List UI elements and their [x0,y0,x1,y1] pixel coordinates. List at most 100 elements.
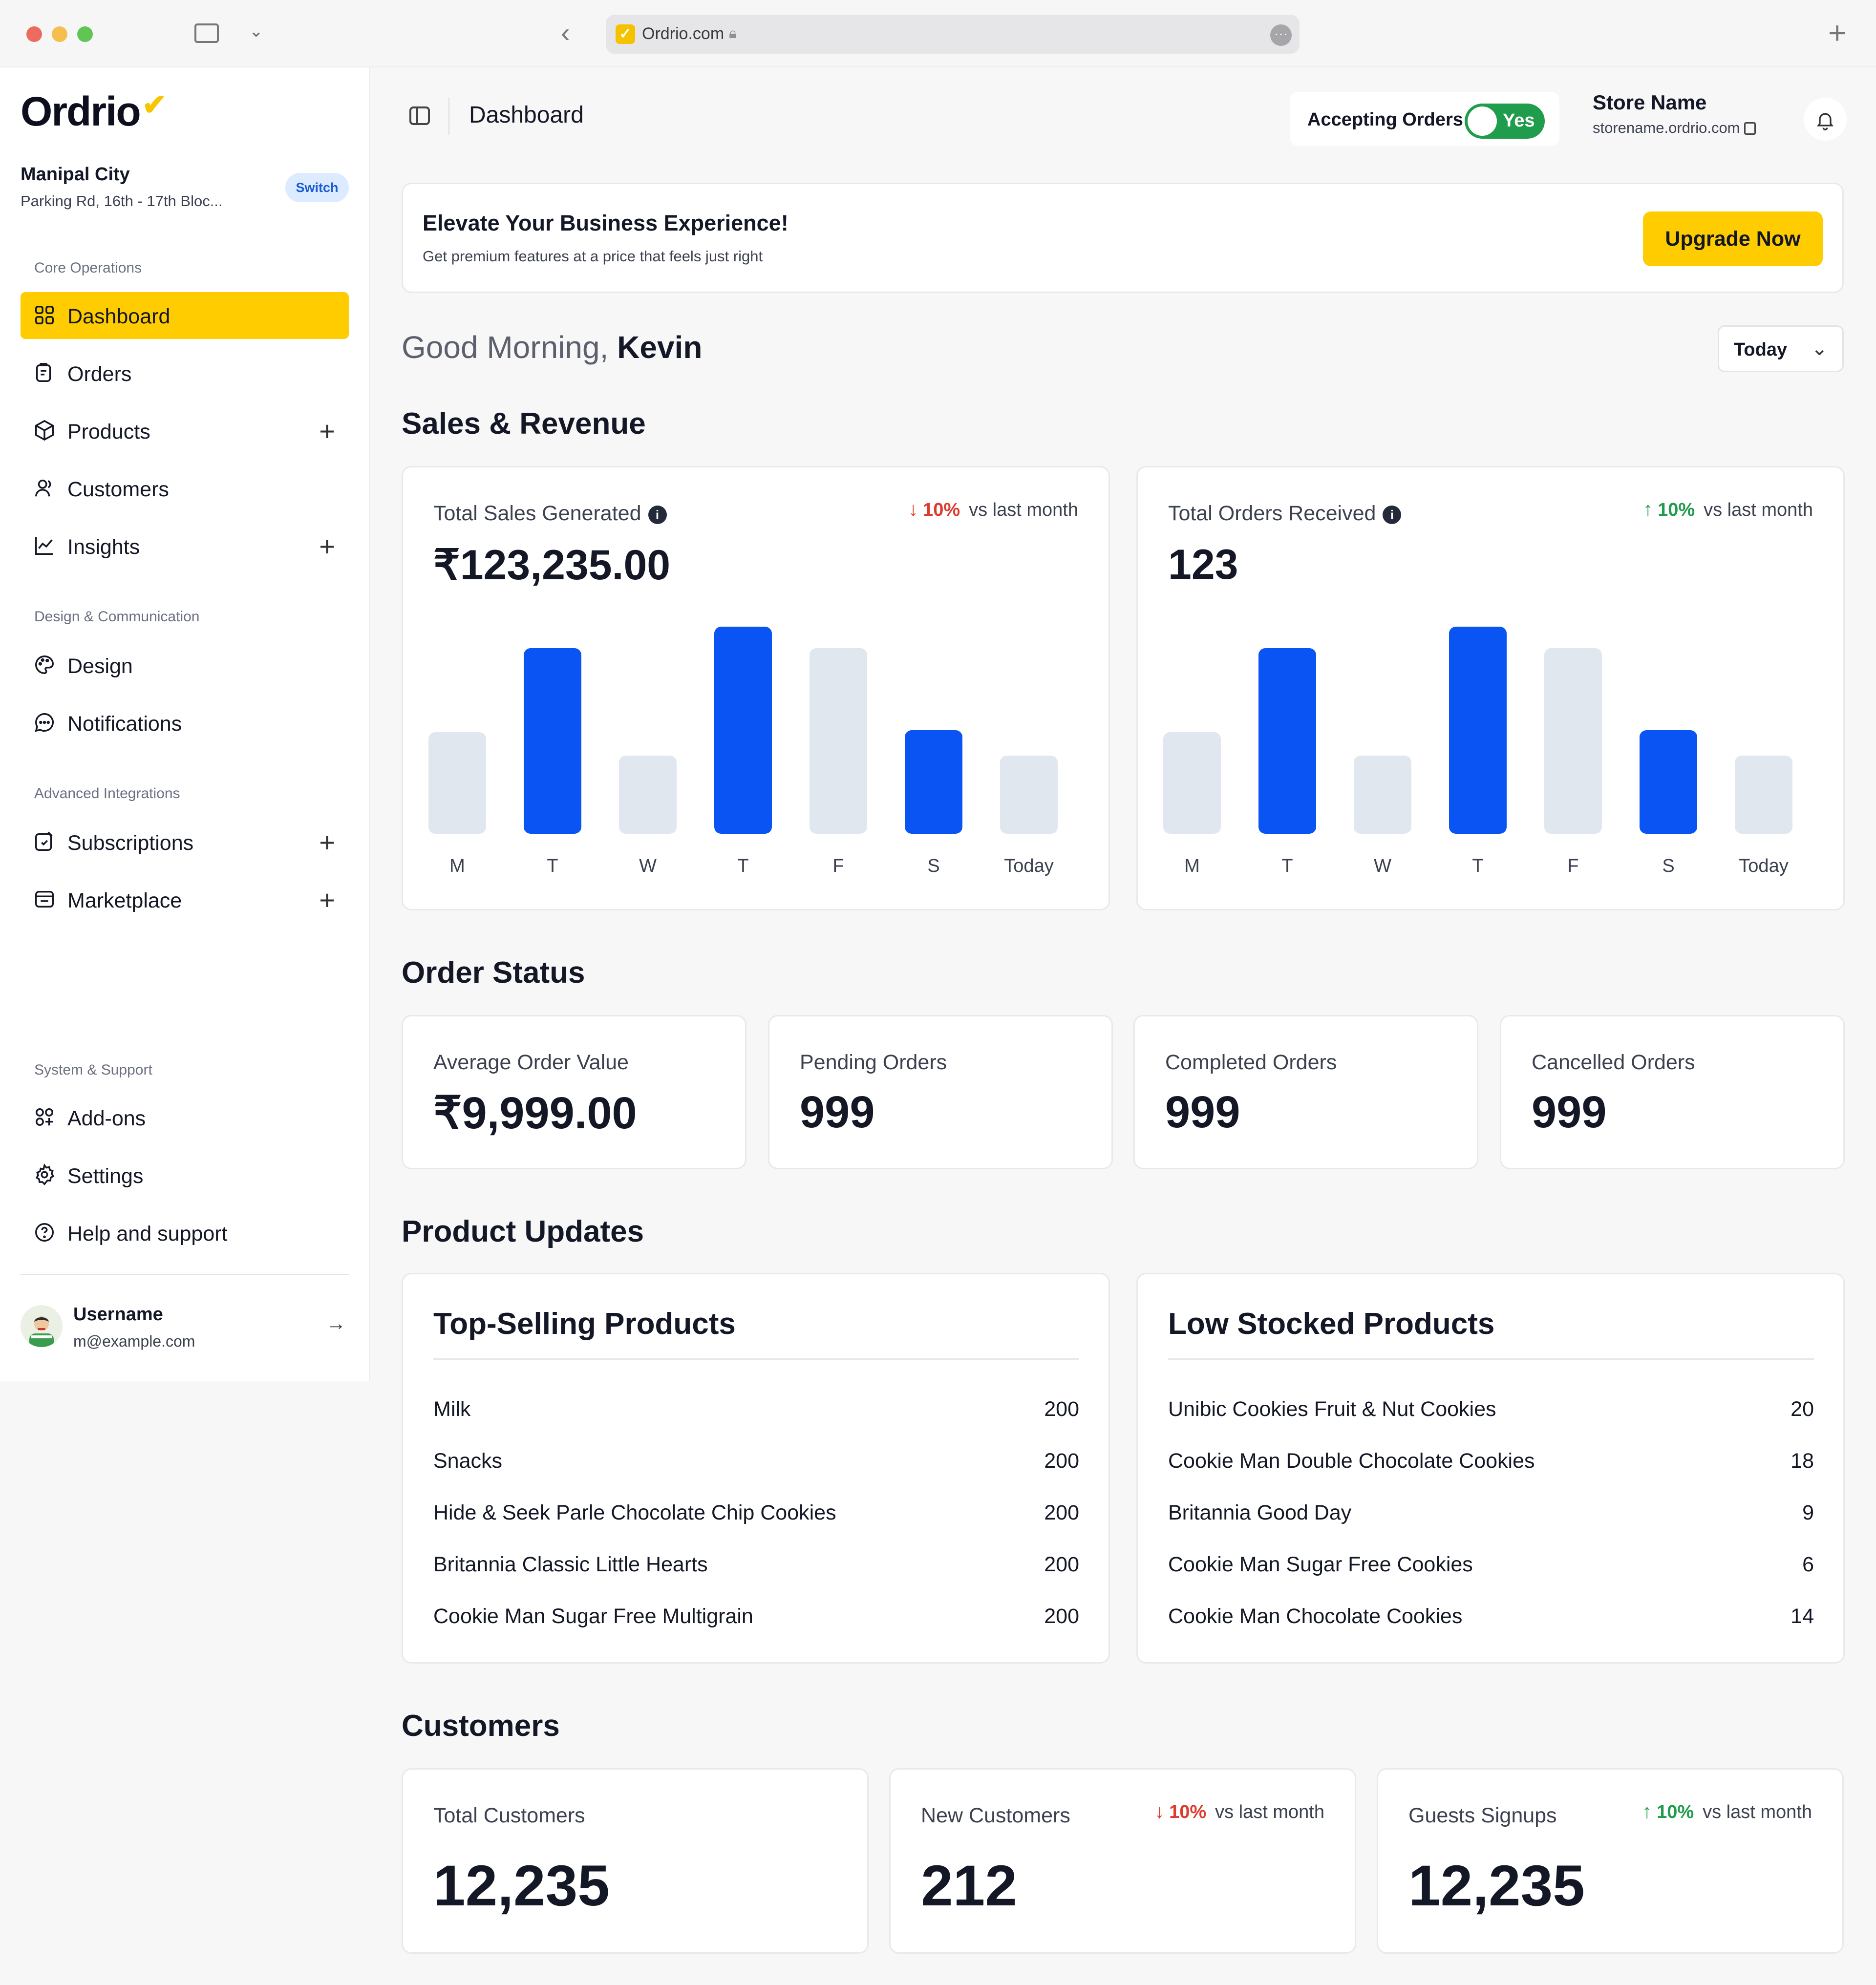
list-item[interactable]: Cookie Man Double Chocolate Cookies 18 [1168,1449,1814,1478]
metric-label-text: Total Orders Received [1168,502,1376,525]
chart-bar-6[interactable] [1735,756,1792,834]
expand-plus-icon[interactable]: + [319,885,335,915]
sidebar-item-label: Dashboard [67,305,171,328]
sidebar-item-marketplace[interactable]: Marketplace + [21,876,349,923]
list-title: Low Stocked Products [1168,1307,1495,1341]
chart-bar-0[interactable] [428,732,486,834]
username: Username [73,1304,163,1325]
page-title: Dashboard [469,102,584,128]
location-name: Manipal City [21,164,130,185]
list-item[interactable]: Milk 200 [433,1397,1079,1427]
copy-icon[interactable] [1744,122,1756,135]
subscription-icon [35,831,53,851]
sidebar-item-design[interactable]: Design [21,642,349,689]
chevron-down-icon[interactable]: ⌄ [249,22,263,41]
section-title-product-updates: Product Updates [402,1215,644,1248]
date-range-select[interactable]: Today ⌄ [1718,325,1844,372]
trend-pct: 10% [1657,1802,1694,1822]
chart-bar-3[interactable] [714,627,772,834]
upgrade-now-button[interactable]: Upgrade Now [1643,211,1823,266]
info-icon[interactable]: i [648,506,667,524]
close-window-button[interactable] [26,26,42,42]
minimize-window-button[interactable] [52,26,67,42]
chart-bar-5[interactable] [1640,730,1697,834]
chart-bar-2[interactable] [1354,756,1411,834]
avatar[interactable] [21,1305,63,1347]
sidebar-item-help[interactable]: Help and support [21,1209,349,1256]
chart-bar-3[interactable] [1449,627,1507,834]
low-stocked-products-card: Low Stocked Products Unibic Cookies Frui… [1136,1273,1845,1664]
sidebar-item-label: Subscriptions [67,831,194,855]
sidebar-item-add-ons[interactable]: Add-ons [21,1094,349,1141]
sidebar-item-customers[interactable]: Customers [21,465,349,512]
sidebar [0,67,370,1381]
ordrio-logo[interactable]: Ordrio✔ [21,88,167,135]
sidebar-item-subscriptions[interactable]: Subscriptions + [21,819,349,866]
accepting-orders-toggle[interactable]: Yes [1465,104,1545,139]
sidebar-item-dashboard[interactable]: Dashboard [21,292,349,339]
chart-bar-5[interactable] [905,730,962,834]
chart-bar-4[interactable] [810,648,867,834]
address-bar[interactable]: ✓ Ordrio.com 🔒︎ ··· [606,15,1300,54]
sidebar-item-label: Marketplace [67,889,182,912]
greeting-name: Kevin [617,330,703,365]
list-item[interactable]: Snacks 200 [433,1449,1079,1478]
chart-bar-1[interactable] [1258,648,1316,834]
orders-bar-chart: M T W T F S Today [1163,627,1792,876]
metric-value: ₹9,999.00 [433,1088,637,1138]
url-text: Ordrio.com [642,24,725,43]
sidebar-item-settings[interactable]: Settings [21,1152,349,1199]
product-name: Britannia Good Day [1168,1501,1352,1524]
x-tick-label: W [639,856,657,876]
list-item[interactable]: Cookie Man Sugar Free Cookies 6 [1168,1553,1814,1582]
back-arrow-icon[interactable]: ‹ [561,17,570,48]
collapse-sidebar-icon[interactable] [409,106,430,125]
metric-value: 999 [800,1087,875,1137]
chart-bar-6[interactable] [1000,756,1058,834]
store-url[interactable]: storename.ordrio.com [1593,119,1756,137]
sidebar-item-label: Settings [67,1164,144,1188]
x-tick-label: W [1374,856,1391,876]
accepting-orders-label: Accepting Orders [1307,109,1463,130]
sidebar-item-products[interactable]: Products + [21,407,349,454]
store-url-text: storename.ordrio.com [1593,119,1740,136]
list-item[interactable]: Cookie Man Chocolate Cookies 14 [1168,1605,1814,1634]
x-tick-label: F [1567,856,1578,876]
chart-bar-1[interactable] [524,648,581,834]
product-name: Britannia Classic Little Hearts [433,1553,708,1576]
chart-bar-2[interactable] [619,756,677,834]
sidebar-item-insights[interactable]: Insights + [21,523,349,570]
user-email: m@example.com [73,1332,195,1350]
more-icon[interactable]: ··· [1270,24,1292,46]
new-tab-icon[interactable]: + [1828,15,1847,50]
sidebar-item-orders[interactable]: Orders [21,350,349,397]
list-item[interactable]: Hide & Seek Parle Chocolate Chip Cookies… [433,1501,1079,1530]
switch-location-button[interactable]: Switch [285,173,349,202]
list-item[interactable]: Britannia Classic Little Hearts 200 [433,1553,1079,1582]
notifications-bell-icon[interactable] [1804,98,1847,141]
list-item[interactable]: Unibic Cookies Fruit & Nut Cookies 20 [1168,1397,1814,1427]
gear-icon [35,1163,55,1185]
section-title-order-status: Order Status [402,956,585,990]
list-item[interactable]: Cookie Man Sugar Free Multigrain 200 [433,1605,1079,1634]
trend-pct: 10% [1169,1802,1207,1822]
chart-bar-0[interactable] [1163,732,1221,834]
section-label-advanced-integrations: Advanced Integrations [34,785,180,802]
location-address: Parking Rd, 16th - 17th Bloc... [21,192,223,210]
expand-plus-icon[interactable]: + [319,827,335,858]
expand-plus-icon[interactable]: + [319,531,335,562]
sidebar-item-notifications[interactable]: Notifications [21,699,349,746]
product-name: Cookie Man Sugar Free Cookies [1168,1553,1473,1576]
list-item[interactable]: Britannia Good Day 9 [1168,1501,1814,1530]
logout-arrow-icon[interactable]: → [326,1313,346,1334]
info-icon[interactable]: i [1383,506,1402,524]
metric-value: 999 [1532,1087,1607,1137]
chart-bar-4[interactable] [1544,648,1602,834]
product-name: Unibic Cookies Fruit & Nut Cookies [1168,1397,1496,1421]
toggle-knob [1468,106,1497,136]
users-icon [35,479,51,497]
sidebar-toggle-icon[interactable] [194,23,219,43]
accepting-orders-control: Accepting Orders Yes [1290,92,1559,146]
zoom-window-button[interactable] [77,26,93,42]
expand-plus-icon[interactable]: + [319,416,335,446]
